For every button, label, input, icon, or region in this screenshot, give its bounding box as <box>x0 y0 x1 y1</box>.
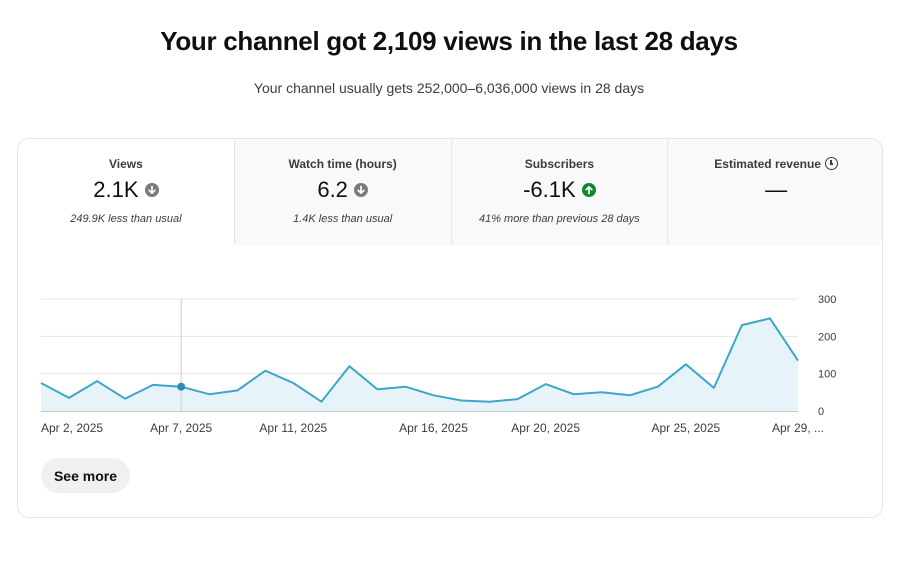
y-tick-label: 200 <box>818 331 836 343</box>
x-tick-label: Apr 11, 2025 <box>259 421 327 435</box>
tab-note: 41% more than previous 28 days <box>478 213 640 225</box>
chart-y-axis: 0 100 200 300 <box>818 294 836 418</box>
tab-subscribers[interactable]: Subscribers -6.1K 41% more than previous… <box>450 139 668 245</box>
tab-value: 6.2 <box>317 177 348 202</box>
chart-x-axis: Apr 2, 2025 Apr 7, 2025 Apr 11, 2025 Apr 16… <box>41 421 824 435</box>
tab-note: 1.4K less than usual <box>293 213 393 225</box>
x-tick-label: Apr 2, 2025 <box>41 421 103 435</box>
tab-label-row: Estimated revenue <box>668 157 882 171</box>
page-title: Your channel got 2,109 views in the last… <box>160 26 738 56</box>
arrow-up-circle-icon <box>581 183 596 197</box>
x-tick-label: Apr 7, 2025 <box>150 421 212 435</box>
y-tick-label: 0 <box>818 406 824 418</box>
tab-views[interactable]: Views 2.1K 249.9K less than usual <box>18 139 234 245</box>
see-more-button[interactable]: See more <box>41 458 130 493</box>
tab-value-row: 2.1K <box>18 177 234 203</box>
x-tick-label: Apr 29, ... <box>772 421 824 435</box>
x-tick-label: Apr 16, 2025 <box>399 421 468 435</box>
tab-value-row: 6.2 <box>235 177 451 203</box>
x-tick-label: Apr 20, 2025 <box>511 421 580 435</box>
y-tick-label: 300 <box>818 294 836 306</box>
tab-value: — <box>765 177 788 202</box>
tab-label: Views <box>108 157 143 171</box>
x-tick-label: Apr 25, 2025 <box>651 421 720 435</box>
page-subtitle: Your channel usually gets 252,000–6,036,… <box>253 80 645 96</box>
tab-value: -6.1K <box>523 177 576 202</box>
tab-estimated-revenue[interactable]: Estimated revenue — <box>667 139 882 245</box>
analytics-card: Views 2.1K 249.9K less than usual Watch … <box>17 138 883 518</box>
tab-label: Watch time (hours) <box>288 157 397 171</box>
y-tick-label: 100 <box>818 369 836 381</box>
arrow-down-circle-icon <box>353 183 368 197</box>
tab-label: Estimated revenue <box>714 157 821 171</box>
tab-value-row: — <box>668 177 882 203</box>
tab-note: 249.9K less than usual <box>70 213 182 225</box>
tab-label: Subscribers <box>524 157 595 171</box>
chart-series-line[interactable] <box>40 317 799 403</box>
metric-tabs: Views 2.1K 249.9K less than usual Watch … <box>18 139 882 245</box>
tab-value-row: -6.1K <box>452 177 668 203</box>
chart-area-fill <box>41 318 798 411</box>
tab-watch-time[interactable]: Watch time (hours) 6.2 1.4K less than us… <box>233 139 451 245</box>
arrow-down-circle-icon <box>144 183 159 197</box>
clock-icon[interactable] <box>824 157 838 170</box>
chart-highlight-point[interactable] <box>177 382 186 391</box>
tab-value: 2.1K <box>93 177 139 202</box>
